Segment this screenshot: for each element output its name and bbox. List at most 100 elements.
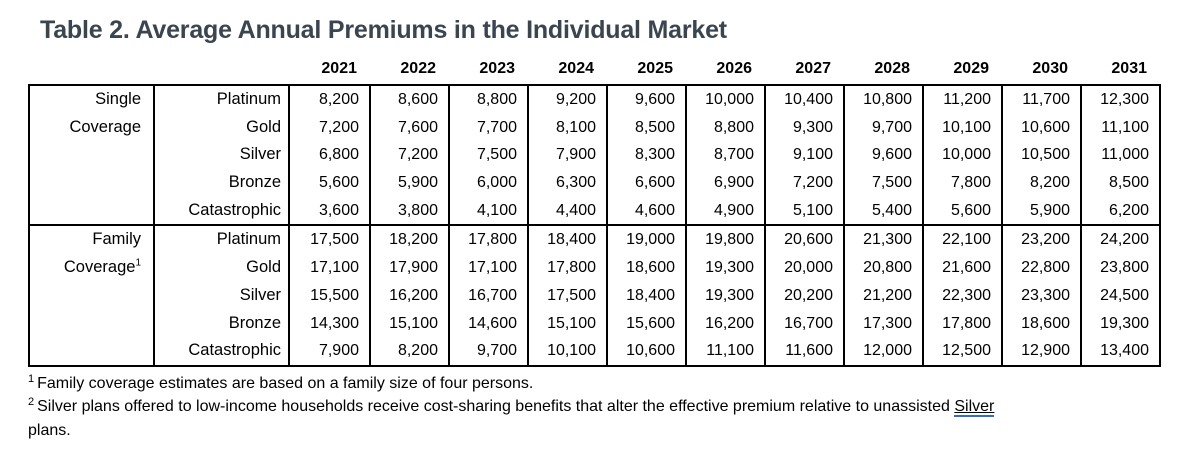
premium-cell: 7,200 xyxy=(318,118,359,136)
group-label: Family Coverage1 xyxy=(30,226,155,365)
premium-cell: 19,300 xyxy=(1080,309,1159,338)
premium-cell: 16,200 xyxy=(369,281,448,310)
premium-cell: 8,700 xyxy=(685,141,764,170)
premium-cell: 4,600 xyxy=(606,196,685,225)
footnote-2-text: Silver plans offered to low-income house… xyxy=(37,398,955,416)
year-header: 2022 xyxy=(400,60,436,77)
premium-cell: 15,500 xyxy=(310,286,359,304)
premium-cell: 5,600 xyxy=(318,174,359,192)
year-header: 2021 xyxy=(321,60,357,77)
premium-cell: 8,600 xyxy=(369,86,448,114)
premium-cell: 6,800 xyxy=(318,146,359,164)
premium-cell: 9,700 xyxy=(448,337,527,365)
premium-cell: 17,800 xyxy=(922,309,1001,338)
premium-cell: 18,600 xyxy=(606,254,685,282)
year-header: 2030 xyxy=(1032,60,1068,77)
footnote-1-marker: 1 xyxy=(28,372,35,385)
premium-cell: 19,000 xyxy=(606,226,685,255)
plan-label: Platinum xyxy=(155,226,290,255)
premium-cell: 4,100 xyxy=(448,196,527,225)
premium-cell: 7,700 xyxy=(448,113,527,142)
premium-cell: 24,500 xyxy=(1080,281,1159,310)
year-header: 2024 xyxy=(558,60,594,77)
premium-cell: 6,000 xyxy=(448,169,527,197)
premium-cell: 7,600 xyxy=(369,113,448,142)
premium-cell: 17,100 xyxy=(448,254,527,282)
premium-cell: 22,100 xyxy=(922,226,1001,255)
premium-cell: 5,100 xyxy=(764,196,843,225)
premium-cell: 7,200 xyxy=(369,141,448,170)
page-title: Table 2. Average Annual Premiums in the … xyxy=(40,16,727,44)
year-header: 2028 xyxy=(874,60,910,77)
premium-cell: 7,900 xyxy=(318,342,359,360)
footnote-2: 2 Silver plans offered to low-income hous… xyxy=(28,395,1163,419)
plan-label: Gold xyxy=(155,113,290,142)
premium-cell: 15,100 xyxy=(369,309,448,338)
premium-cell: 8,100 xyxy=(527,113,606,142)
premium-cell: 21,300 xyxy=(843,226,922,255)
premium-cell: 11,200 xyxy=(922,86,1001,114)
premium-cell: 5,900 xyxy=(369,169,448,197)
premium-cell: 9,100 xyxy=(764,141,843,170)
premium-cell: 17,800 xyxy=(527,254,606,282)
premium-cell: 17,300 xyxy=(843,309,922,338)
premium-cell: 18,600 xyxy=(1001,309,1080,338)
premium-cell: 8,500 xyxy=(606,113,685,142)
premium-cell: 19,300 xyxy=(685,281,764,310)
premium-cell: 7,500 xyxy=(448,141,527,170)
premium-cell: 10,600 xyxy=(606,337,685,365)
premium-cell: 13,400 xyxy=(1080,337,1159,365)
premium-cell: 17,900 xyxy=(369,254,448,282)
premium-cell: 12,000 xyxy=(843,337,922,365)
premium-cell: 16,700 xyxy=(764,309,843,338)
year-header: 2025 xyxy=(637,60,673,77)
premium-cell: 20,800 xyxy=(843,254,922,282)
premium-cell: 6,900 xyxy=(685,169,764,197)
year-header-row: 2021 2022 2023 2024 2025 2026 2027 2028 2029 2030… xyxy=(28,56,1200,82)
premium-cell: 22,300 xyxy=(922,281,1001,310)
premium-cell: 14,600 xyxy=(448,309,527,338)
premium-cell: 8,300 xyxy=(606,141,685,170)
footnote-marker: 1 xyxy=(135,257,141,269)
premium-cell: 8,500 xyxy=(1080,169,1159,197)
plan-label: Platinum xyxy=(155,86,290,114)
premium-cell: 10,800 xyxy=(843,86,922,114)
premium-cell: 10,100 xyxy=(922,113,1001,142)
premium-cell: 17,800 xyxy=(448,226,527,255)
year-header: 2027 xyxy=(795,60,831,77)
premium-cell: 20,200 xyxy=(764,281,843,310)
premium-cell: 17,100 xyxy=(310,259,359,277)
premium-cell: 3,800 xyxy=(369,196,448,225)
premium-cell: 10,000 xyxy=(922,141,1001,170)
premium-cell: 12,500 xyxy=(922,337,1001,365)
group-label: Single Coverage xyxy=(30,86,155,225)
premium-cell: 4,400 xyxy=(527,196,606,225)
premium-cell: 7,500 xyxy=(843,169,922,197)
premium-cell: 5,400 xyxy=(843,196,922,225)
footnote-1: 1 Family coverage estimates are based on … xyxy=(28,372,1163,396)
premium-cell: 21,200 xyxy=(843,281,922,310)
premium-cell: 12,900 xyxy=(1001,337,1080,365)
premium-cell: 7,900 xyxy=(527,141,606,170)
premium-cell: 5,900 xyxy=(1001,196,1080,225)
premium-cell: 8,200 xyxy=(369,337,448,365)
year-header: 2023 xyxy=(479,60,515,77)
premium-cell: 11,600 xyxy=(764,337,843,365)
year-header: 2026 xyxy=(716,60,752,77)
premium-cell: 6,300 xyxy=(527,169,606,197)
silver-link[interactable]: Silver xyxy=(954,398,995,418)
premium-cell: 10,000 xyxy=(685,86,764,114)
premium-cell: 17,500 xyxy=(310,231,359,249)
premium-cell: 9,600 xyxy=(606,86,685,114)
premium-cell: 20,000 xyxy=(764,254,843,282)
premium-cell: 7,800 xyxy=(922,169,1001,197)
premium-cell: 15,600 xyxy=(606,309,685,338)
coverage-group-single: Single Coverage Platinum 8,200 8,600 8,800 9,2… xyxy=(30,86,1159,225)
premium-cell: 6,200 xyxy=(1080,196,1159,225)
premium-cell: 9,200 xyxy=(527,86,606,114)
premium-cell: 9,600 xyxy=(843,141,922,170)
year-header: 2031 xyxy=(1111,60,1147,77)
premium-cell: 23,300 xyxy=(1001,281,1080,310)
premium-cell: 8,200 xyxy=(1001,169,1080,197)
premium-cell: 9,300 xyxy=(764,113,843,142)
